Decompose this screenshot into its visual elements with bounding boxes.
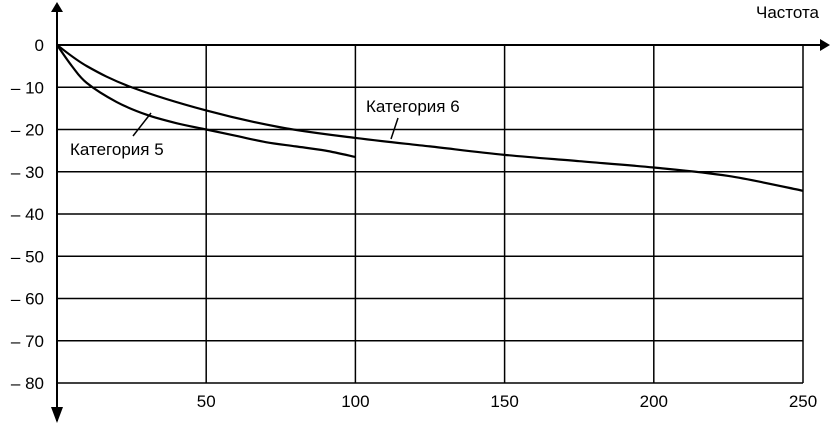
y-tick-label: – 60 — [11, 290, 44, 309]
y-tick-label: 0 — [35, 36, 44, 55]
series-label-2: Категория 6 — [366, 97, 460, 116]
y-tick-label: – 10 — [11, 78, 44, 97]
y-tick-label: – 50 — [11, 247, 44, 266]
x-tick-label: 200 — [640, 392, 668, 411]
x-tick-label: 50 — [197, 392, 216, 411]
grid — [57, 45, 804, 384]
series-lines — [56, 44, 804, 192]
y-tick-label: – 20 — [11, 121, 44, 140]
y-tick-label: – 30 — [11, 163, 44, 182]
x-tick-label: 150 — [490, 392, 518, 411]
y-axis-down-arrow — [51, 407, 63, 423]
y-tick-label: – 80 — [11, 374, 44, 393]
x-tick-label: 100 — [341, 392, 369, 411]
y-tick-label: – 40 — [11, 205, 44, 224]
tick-labels: 0 – 10 – 20 – 30 – 40 – 50 – 60 – 70 – 80 50 100 15… — [11, 36, 817, 411]
x-tick-label: 250 — [789, 392, 817, 411]
series-label-1: Категория 5 — [70, 140, 164, 159]
series-label-leader — [132, 112, 152, 137]
series-label-leader — [390, 117, 399, 140]
x-axis-title: Частота — [756, 3, 820, 22]
y-tick-label: – 70 — [11, 332, 44, 351]
series-line-2 — [56, 44, 804, 192]
axes — [51, 2, 830, 423]
series-line-1 — [56, 44, 356, 159]
